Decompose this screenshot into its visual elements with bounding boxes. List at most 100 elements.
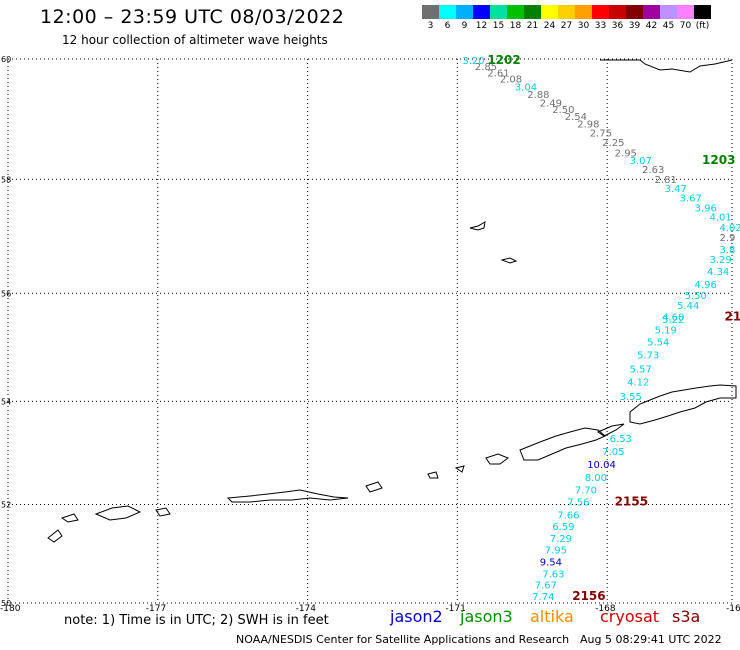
color-scale-label: 45 <box>662 21 675 31</box>
wave-height-point: 2.95 <box>615 148 637 159</box>
color-scale-label: 39 <box>628 21 641 31</box>
lat-lon-grid <box>7 58 733 604</box>
color-swatch <box>541 5 558 19</box>
wave-height-point: 2.81 <box>655 175 677 186</box>
lon-tick-label: -177 <box>146 604 166 614</box>
umnak-island <box>596 423 625 437</box>
rat-islands-chain <box>226 489 349 503</box>
wave-height-point: 7.70 <box>575 485 597 496</box>
nunivak-small <box>500 257 518 264</box>
islands-of-four-mountains <box>485 453 510 465</box>
color-swatch <box>660 5 677 19</box>
color-swatch <box>575 5 592 19</box>
legend-s3a: s3a <box>672 607 701 626</box>
color-swatch <box>609 5 626 19</box>
lat-tick-label: 58 <box>1 175 11 184</box>
wave-height-point: 2.85 <box>475 62 497 73</box>
wave-height-point: 2.08 <box>500 75 522 86</box>
wave-height-point: 8.00 <box>585 473 607 484</box>
pass-time-label: 21 <box>725 309 740 323</box>
wave-height-point: 5.19 <box>655 326 677 337</box>
axis-labels: 60 58 56 54 52 50-180 -177 -174 -171 -168 -16 <box>0 55 740 614</box>
wave-height-point: 4.12 <box>627 377 649 388</box>
legend-altika: altika <box>530 607 574 626</box>
wave-height-point: 7.05 <box>602 447 624 458</box>
wave-height-point: 7.66 <box>557 511 579 522</box>
legend-jason3: jason3 <box>460 607 513 626</box>
color-scale-label: 9 <box>461 21 468 31</box>
wave-height-point: 7.56 <box>567 497 589 508</box>
wave-height-point: 3.29 <box>710 255 732 266</box>
wave-height-point: 4.96 <box>695 280 717 291</box>
wave-height-point: 4.60 <box>662 312 684 323</box>
alaska-peninsula-coast <box>629 384 737 425</box>
color-scale-label: 15 <box>492 21 505 31</box>
map-note: note: 1) Time is in UTC; 2) SWH is in fe… <box>64 613 329 628</box>
color-scale-label: 24 <box>543 21 556 31</box>
color-swatch <box>524 5 541 19</box>
lon-tick-label: -168 <box>595 604 616 614</box>
map-subtitle: 12 hour collection of altimeter wave hei… <box>62 33 328 47</box>
color-scale-label: 30 <box>577 21 590 31</box>
color-swatch <box>473 5 490 19</box>
color-swatch <box>626 5 643 19</box>
lon-tick-label: -174 <box>296 604 317 614</box>
wave-height-point: 4.02 <box>720 223 740 234</box>
wave-height-point: 4.34 <box>707 267 729 278</box>
wave-height-point: 2.98 <box>577 120 599 131</box>
near-islands-3 <box>60 513 79 523</box>
color-swatch <box>592 5 609 19</box>
color-swatch <box>558 5 575 19</box>
legend-jason2: jason2 <box>390 607 443 626</box>
wave-height-point: 7.95 <box>545 545 567 556</box>
wave-height-point: 2.61 <box>487 69 509 80</box>
color-swatch <box>490 5 507 19</box>
lat-tick-label: 52 <box>1 500 11 509</box>
wave-height-point: 3.20 <box>462 56 484 67</box>
unimak-fox-islands <box>519 427 606 461</box>
footer-date: Aug 5 08:29:41 UTC 2022 <box>580 633 722 646</box>
altimeter-track: 3.202.852.612.083.042.882.492.502.542.98… <box>462 56 740 603</box>
wave-height-point: 7.67 <box>535 581 557 592</box>
andreanof-islands-2 <box>427 471 439 479</box>
wave-height-point: 6.59 <box>552 522 574 533</box>
wave-height-point: 2.88 <box>527 90 549 101</box>
wave-height-point: 9.54 <box>540 558 562 569</box>
color-scale-label: 12 <box>475 21 488 31</box>
legend-cryosat: cryosat <box>600 607 660 626</box>
color-scale-label: 3 <box>427 21 434 31</box>
wave-height-point: 6.53 <box>610 434 632 445</box>
near-islands-attu <box>94 505 142 521</box>
wave-height-point: 3.07 <box>630 156 652 167</box>
footer-credit: NOAA/NESDIS Center for Satellite Applica… <box>236 633 570 646</box>
andreanof-islands <box>365 481 383 493</box>
color-scale-label: 36 <box>611 21 624 31</box>
lon-tick-label: -171 <box>445 604 465 614</box>
color-scale-label: (ft) <box>695 21 710 31</box>
alaska-mainland-coast <box>600 59 733 73</box>
color-swatch <box>507 5 524 19</box>
wave-height-point: 5.44 <box>677 301 699 312</box>
color-scale-bar <box>422 5 711 19</box>
lon-tick-label: -16 <box>726 604 740 614</box>
lat-tick-label: 50 <box>1 599 11 608</box>
color-swatch <box>643 5 660 19</box>
wave-height-point: 4.01 <box>710 213 732 224</box>
color-scale-label: 33 <box>594 21 607 31</box>
pass-time-label: 2156 <box>572 589 605 603</box>
near-islands-2 <box>155 507 171 517</box>
st-matthew-island <box>469 221 486 231</box>
wave-height-point: 7.74 <box>532 592 554 603</box>
color-scale-label: 27 <box>560 21 573 31</box>
color-swatch <box>422 5 439 19</box>
wave-height-point: 2.50 <box>552 105 574 116</box>
wave-height-point: 3.04 <box>515 83 537 94</box>
color-scale-label: 42 <box>645 21 658 31</box>
color-scale-label: 70 <box>679 21 692 31</box>
wave-height-point: 5.57 <box>630 364 652 375</box>
map-title: 12:00 – 23:59 UTC 08/03/2022 <box>40 6 345 28</box>
color-swatch <box>456 5 473 19</box>
lat-tick-label: 54 <box>1 397 11 406</box>
time-labels: 1202 1203 21 2155 2156 <box>487 53 740 603</box>
color-swatch <box>439 5 456 19</box>
